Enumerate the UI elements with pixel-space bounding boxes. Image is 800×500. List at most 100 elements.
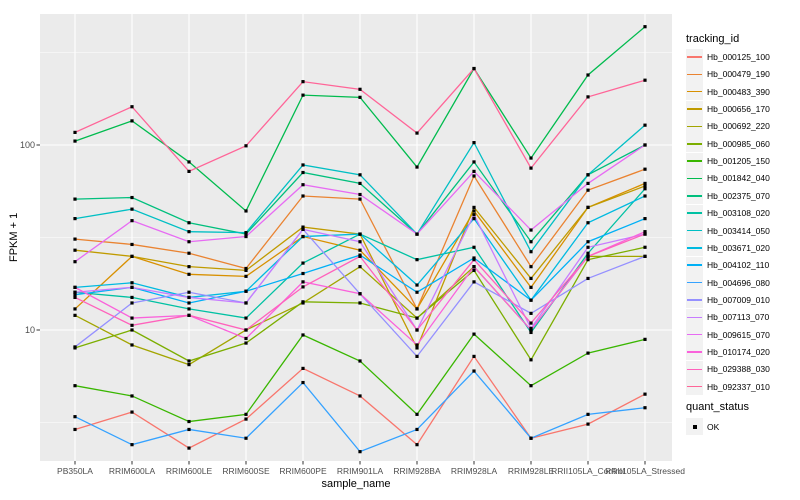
data-point-marker (130, 195, 134, 200)
data-point-marker (643, 181, 647, 186)
data-point-marker (244, 341, 248, 345)
data-point-marker (244, 268, 248, 272)
data-point-marker (244, 234, 248, 239)
legend-item-Hb_000656_170: Hb_000656_170 (686, 100, 770, 118)
data-point-marker (472, 245, 476, 249)
data-point-marker (586, 254, 590, 258)
legend-key-line (686, 256, 703, 274)
x-tick-label: RRIM928LE (507, 466, 555, 476)
legend-label: Hb_000985_060 (707, 138, 770, 149)
data-point-marker (586, 95, 590, 99)
data-point-marker (244, 336, 248, 341)
data-point-marker (643, 184, 647, 188)
data-point-marker (415, 346, 419, 350)
legend-item-Hb_003671_020: Hb_003671_020 (686, 239, 770, 257)
data-point-marker (301, 280, 305, 284)
legend-label: Hb_000483_390 (707, 86, 770, 97)
data-point-marker (187, 230, 191, 234)
data-point-marker (586, 351, 590, 355)
legend-key-line (686, 378, 703, 396)
x-tick-label: RRIM901LA (336, 466, 384, 476)
data-point-marker (472, 141, 476, 145)
legend-item-Hb_009615_070: Hb_009615_070 (686, 326, 770, 344)
data-point-marker (472, 205, 476, 209)
data-point-marker (643, 232, 647, 236)
legend-key-line (686, 83, 703, 101)
data-point-marker (244, 274, 248, 278)
data-point-marker (358, 265, 362, 269)
data-point-marker (415, 290, 419, 294)
data-point-marker (130, 328, 134, 332)
data-point-marker (187, 272, 191, 276)
data-point-marker (73, 290, 77, 294)
data-point-marker (586, 240, 590, 244)
x-tick-label: RRIM928LA (450, 466, 498, 476)
legend-label: Hb_000692_220 (707, 121, 770, 132)
data-point-marker (358, 192, 362, 197)
data-point-marker (130, 242, 134, 247)
data-point-marker (472, 268, 476, 272)
data-point-marker (586, 73, 590, 77)
legend-item-Hb_004696_080: Hb_004696_080 (686, 274, 770, 292)
legend-shape-title: quant_status (686, 401, 749, 413)
data-point-marker (244, 328, 248, 332)
data-point-marker (415, 343, 419, 347)
data-point-marker (415, 307, 419, 311)
data-point-marker (301, 271, 305, 276)
data-point-marker (472, 209, 476, 213)
data-point-marker (358, 181, 362, 186)
data-point-marker (187, 251, 191, 255)
data-point-marker (358, 95, 362, 99)
data-point-marker (301, 183, 305, 187)
data-point-marker (130, 219, 134, 223)
data-point-marker (187, 240, 191, 244)
data-point-marker (244, 301, 248, 305)
data-point-marker (301, 380, 305, 385)
data-point-marker (73, 415, 77, 419)
legend-key-line (686, 187, 703, 205)
legend-item-quant-OK: OK (686, 418, 719, 435)
data-point-marker (301, 194, 305, 198)
legend-key-line (686, 222, 703, 239)
data-point-marker (415, 412, 419, 416)
legend-item-Hb_029388_030: Hb_029388_030 (686, 360, 770, 378)
data-point-marker (187, 295, 191, 300)
data-point-marker (73, 295, 77, 300)
data-point-marker (358, 450, 362, 454)
data-point-marker (586, 205, 590, 209)
legend-item-Hb_003414_050: Hb_003414_050 (686, 222, 770, 239)
data-point-marker (130, 394, 134, 398)
data-point-marker (643, 230, 647, 234)
data-point-marker (130, 410, 134, 414)
data-point-marker (643, 337, 647, 341)
data-point-marker (529, 330, 533, 335)
data-point-marker (187, 290, 191, 294)
data-point-marker (301, 225, 305, 229)
data-point-marker (586, 188, 590, 192)
data-point-marker (358, 232, 362, 236)
data-point-marker (301, 170, 305, 175)
legend-item-Hb_092337_010: Hb_092337_010 (686, 378, 770, 396)
data-point-marker (529, 166, 533, 170)
data-point-marker (358, 301, 362, 305)
data-point-marker (586, 412, 590, 416)
x-tick-label: PB350LA (57, 466, 93, 476)
legend-key-line (686, 360, 703, 378)
legend-item-Hb_000985_060: Hb_000985_060 (686, 135, 770, 153)
data-point-marker (187, 169, 191, 173)
data-point-marker (358, 248, 362, 252)
legend-label: Hb_001842_040 (707, 173, 770, 184)
data-point-marker (472, 256, 476, 260)
data-point-marker (187, 446, 191, 450)
data-point-marker (73, 427, 77, 432)
data-point-marker (130, 207, 134, 211)
legend-item-Hb_007113_070: Hb_007113_070 (686, 308, 769, 326)
data-point-marker (244, 209, 248, 213)
legend-label: Hb_007009_010 (707, 294, 770, 305)
legend-key-line (686, 308, 703, 326)
data-point-marker (529, 156, 533, 160)
x-tick-label: RRIM600LE (165, 466, 213, 476)
data-point-marker (244, 144, 248, 148)
